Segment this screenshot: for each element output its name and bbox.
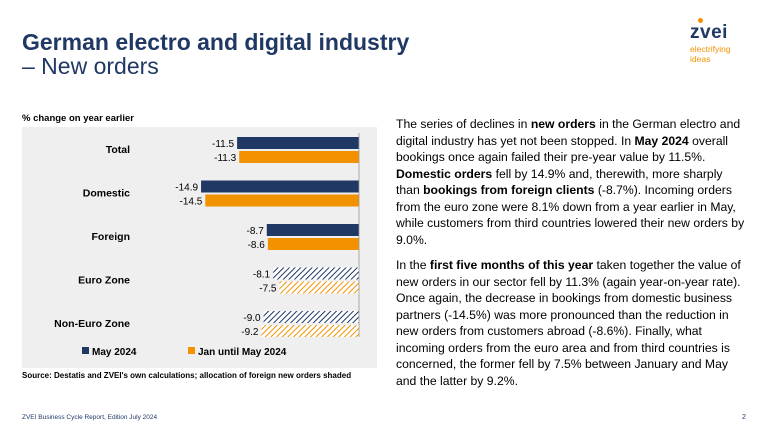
category-label-foreign: Foreign: [92, 231, 131, 243]
paragraph-2: In the first five months of this year ta…: [396, 258, 741, 388]
logo-word: zvei: [690, 22, 728, 43]
legend-swatch-jan-until-may-2024: [188, 347, 195, 354]
value-label-may-2024-euro-zone: -8.1: [253, 270, 271, 281]
bar-jan-until-may-2024-foreign: [267, 238, 359, 250]
bar-may-2024-foreign: [266, 224, 359, 236]
logo-tagline-2: ideas: [690, 54, 711, 64]
chart-panel: Total -11.5 -11.3 Domestic -14.9 -14.5 Foreign…: [22, 127, 377, 368]
value-label-jan-until-may-2024-euro-zone: -7.5: [259, 284, 277, 295]
legend-label-jan-until-may-2024: Jan until May 2024: [198, 347, 287, 358]
page-number: 2: [742, 414, 746, 421]
category-label-non-euro-zone: Non-Euro Zone: [54, 318, 130, 330]
legend-swatch-may-2024: [82, 347, 89, 354]
value-label-jan-until-may-2024-non-euro-zone: -9.2: [241, 327, 259, 338]
title-line-2: – New orders: [22, 53, 159, 79]
chart-unit-label: % change on year earlier: [22, 113, 134, 124]
title-line-1: German electro and digital industry: [22, 29, 410, 55]
value-label-may-2024-total: -11.5: [212, 139, 234, 150]
footer-text: ZVEI Business Cycle Report, Edition July…: [22, 414, 158, 421]
bar-may-2024-non-euro-zone: [263, 311, 359, 323]
logo-dot-icon: [698, 18, 703, 23]
bar-jan-until-may-2024-domestic: [205, 194, 359, 207]
bar-jan-until-may-2024-non-euro-zone: [261, 325, 359, 337]
value-label-may-2024-foreign: -8.7: [247, 226, 265, 237]
category-label-domestic: Domestic: [83, 188, 130, 200]
bar-may-2024-total: [237, 137, 359, 149]
legend-label-may-2024: May 2024: [92, 347, 137, 358]
value-label-jan-until-may-2024-total: -11.3: [214, 153, 236, 164]
bar-jan-until-may-2024-euro-zone: [279, 281, 359, 294]
value-label-may-2024-domestic: -14.9: [175, 183, 198, 194]
chart-source-note: Source: Destatis and ZVEI's own calculat…: [22, 371, 352, 380]
value-label-jan-until-may-2024-foreign: -8.6: [248, 240, 266, 251]
commentary-text: The series of declines in new orders in …: [396, 116, 746, 398]
category-label-euro-zone: Euro Zone: [78, 275, 130, 287]
value-label-jan-until-may-2024-domestic: -14.5: [180, 197, 203, 208]
bar-may-2024-euro-zone: [273, 267, 359, 280]
category-label-total: Total: [106, 144, 130, 156]
value-label-may-2024-non-euro-zone: -9.0: [243, 313, 261, 324]
page-title: German electro and digital industry – Ne…: [22, 30, 409, 78]
paragraph-1: The series of declines in new orders in …: [396, 117, 745, 247]
bar-jan-until-may-2024-total: [239, 151, 359, 163]
logo-tagline-1: electrifying: [690, 44, 731, 54]
bar-chart: Total -11.5 -11.3 Domestic -14.9 -14.5 Foreign…: [54, 133, 360, 358]
bar-may-2024-domestic: [201, 180, 359, 193]
zvei-logo: zvei electrifying ideas: [690, 18, 752, 72]
